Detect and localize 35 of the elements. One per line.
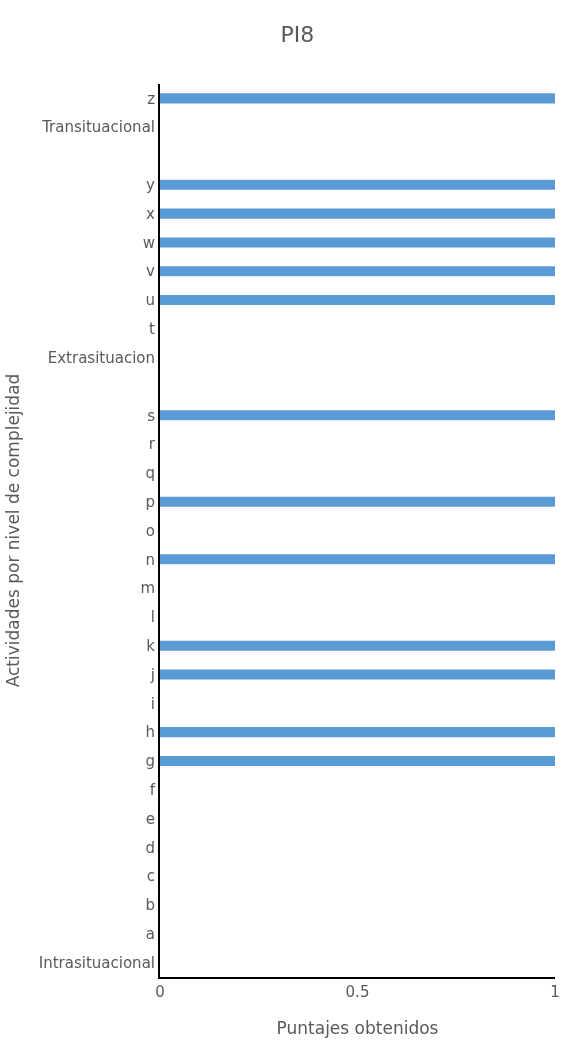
y-tick-label: m	[140, 579, 155, 598]
y-tick-label: b	[145, 896, 155, 915]
y-tick-label: x	[146, 204, 156, 223]
y-tick-label: w	[142, 233, 155, 252]
y-tick-label: p	[145, 492, 155, 511]
y-tick-label: h	[145, 723, 155, 742]
y-tick-label: r	[148, 435, 156, 454]
y-tick-label: f	[149, 781, 156, 800]
y-tick-label: o	[145, 521, 155, 540]
y-tick-label: Extrasituacion	[47, 348, 155, 367]
x-axis-title: Puntajes obtenidos	[276, 1017, 439, 1038]
y-tick-label: q	[145, 464, 155, 483]
y-tick-label: i	[150, 694, 155, 713]
y-tick-label: j	[149, 665, 155, 684]
chart-title: PI8	[280, 21, 315, 47]
y-tick-label: y	[146, 176, 156, 195]
x-tick-label: 0.5	[345, 983, 370, 1001]
y-tick-label: Intrasituacional	[38, 953, 155, 972]
y-tick-label: a	[145, 925, 155, 944]
y-tick-label: v	[146, 262, 156, 281]
y-tick-label: s	[147, 406, 156, 425]
y-tick-label: u	[145, 291, 155, 310]
y-tick-label: Transituacional	[41, 118, 155, 137]
y-tick-label: l	[150, 608, 155, 627]
y-tick-label: g	[145, 752, 155, 771]
x-tick-label: 1	[550, 983, 560, 1001]
y-tick-label: c	[146, 867, 155, 886]
y-tick-label: t	[149, 320, 156, 339]
y-tick-label: e	[145, 809, 155, 828]
x-tick-label: 0	[155, 983, 165, 1001]
y-tick-label: n	[145, 550, 155, 569]
y-tick-label: k	[146, 636, 156, 655]
y-tick-label: d	[145, 838, 155, 857]
y-axis-title: Actividades por nivel de complejidad	[2, 373, 23, 688]
y-tick-label: z	[147, 89, 156, 108]
